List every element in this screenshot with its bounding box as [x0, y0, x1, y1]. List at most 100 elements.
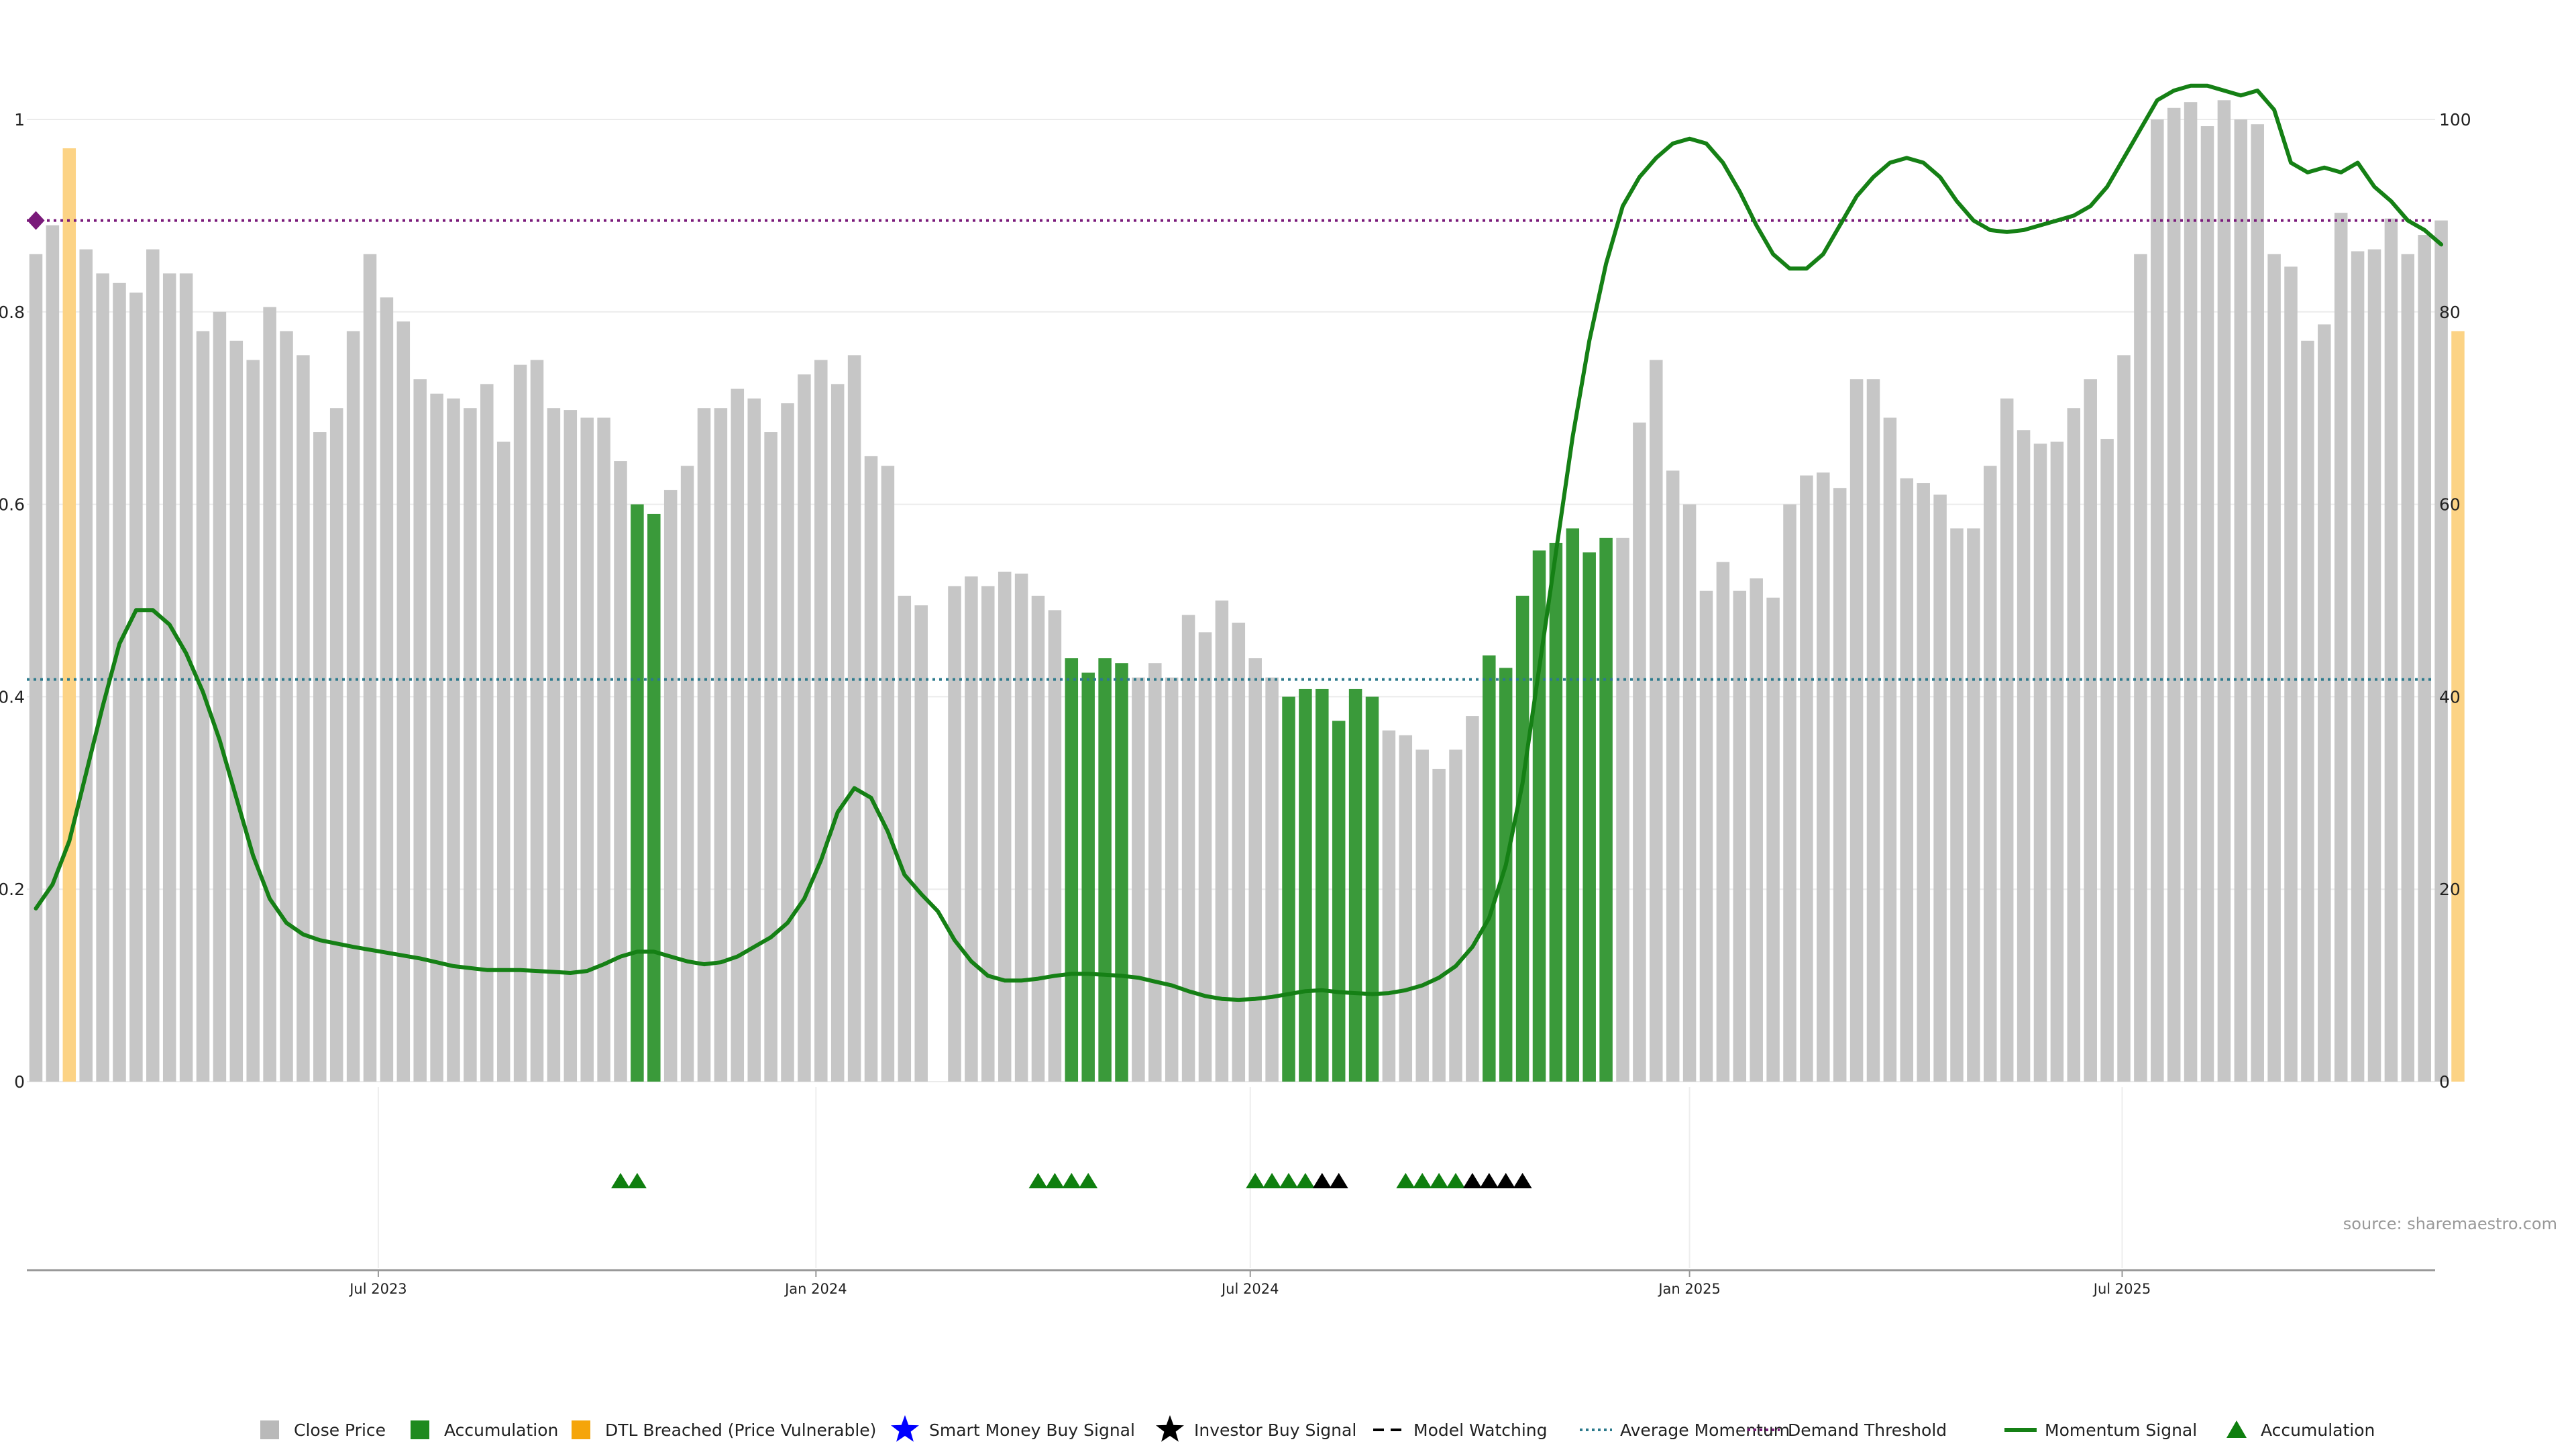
price-bar [1616, 537, 1629, 1082]
price-bar [1282, 696, 1295, 1082]
price-bar [162, 273, 176, 1082]
price-bar [2033, 444, 2047, 1082]
price-bar [1817, 472, 1830, 1082]
price-bar [464, 408, 477, 1082]
reference-lines [27, 211, 2435, 681]
price-bar [2017, 430, 2031, 1082]
y-right-tick-label: 60 [2439, 495, 2461, 515]
price-bar [798, 374, 811, 1082]
price-bar [396, 321, 411, 1082]
price-bar [280, 331, 293, 1082]
demand-threshold-marker [27, 211, 45, 230]
price-bar [1483, 655, 1496, 1082]
legend-item: Smart Money Buy Signal [891, 1415, 1135, 1442]
y-right-tick-label: 20 [2439, 880, 2461, 899]
legend-swatch-square [260, 1420, 279, 1439]
price-bar [2151, 119, 2164, 1082]
price-bar [1014, 573, 1028, 1082]
price-bar [1599, 537, 1613, 1082]
price-bar [764, 432, 777, 1082]
legend-item: Close Price [260, 1420, 386, 1440]
price-bar [998, 571, 1012, 1082]
price-bar [2318, 324, 2331, 1082]
price-bar [1682, 504, 1697, 1082]
price-bar [62, 148, 76, 1082]
price-bar [965, 576, 978, 1082]
legend-label: DTL Breached (Price Vulnerable) [605, 1420, 876, 1440]
accumulation-signal-triangle [1246, 1173, 1265, 1188]
price-bar [1415, 749, 1429, 1082]
price-bar [29, 254, 43, 1082]
price-bar [129, 293, 143, 1082]
price-bar [1666, 470, 1680, 1082]
price-bar [697, 408, 711, 1082]
price-bar [1031, 595, 1045, 1082]
gridlines [27, 119, 2435, 1268]
price-bar [1766, 597, 1780, 1082]
price-bar [948, 586, 961, 1082]
price-bar [2234, 119, 2248, 1082]
price-bar [1065, 658, 1079, 1082]
price-bar [2167, 107, 2181, 1082]
legend-label: Smart Money Buy Signal [929, 1420, 1135, 1440]
price-bar [1232, 622, 1246, 1082]
price-bar [1332, 721, 1346, 1082]
y-left-tick-label: 1 [14, 110, 25, 129]
price-bar [547, 408, 561, 1082]
price-bar [731, 388, 745, 1082]
price-bar [1833, 488, 1847, 1082]
legend-star-icon [1156, 1415, 1184, 1442]
legend-label: Investor Buy Signal [1194, 1420, 1356, 1440]
legend-star-icon [891, 1415, 919, 1442]
price-bar [1515, 595, 1529, 1082]
price-bar [2367, 249, 2381, 1082]
source-label: source: sharemaestro.com [2343, 1214, 2557, 1233]
price-bar [2418, 235, 2431, 1082]
momentum-signal-line [34, 83, 2444, 1002]
legend-label: Demand Threshold [1788, 1420, 1947, 1440]
accumulation-signal-triangle [1263, 1173, 1282, 1188]
legend-triangle-icon [2226, 1420, 2247, 1438]
price-bar [96, 273, 109, 1082]
price-bar [1299, 688, 1312, 1082]
price-bar [1181, 615, 1195, 1082]
legend-item: Momentum Signal [2004, 1420, 2197, 1440]
price-bar [2217, 100, 2231, 1082]
price-bar [1499, 668, 1513, 1082]
y-right-tick-label: 80 [2439, 303, 2461, 322]
price-bar [480, 384, 494, 1082]
price-bar [1466, 716, 1479, 1082]
signal-markers [611, 1173, 1532, 1188]
price-bar [1316, 688, 1329, 1082]
price-bar [2384, 218, 2398, 1082]
price-bar [631, 504, 644, 1082]
accumulation-signal-triangle [1079, 1173, 1098, 1188]
price-bar [1917, 483, 1930, 1082]
price-bar [2134, 254, 2147, 1082]
y-left-tick-label: 0.2 [0, 880, 25, 899]
accumulation-signal-triangle [1045, 1173, 1065, 1188]
accumulation-signal-triangle [1413, 1173, 1432, 1188]
price-bar [196, 331, 210, 1082]
price-bar [430, 393, 443, 1082]
accumulation-signal-triangle [1430, 1173, 1449, 1188]
price-bar [2334, 213, 2348, 1082]
accumulation-signal-triangle [627, 1173, 647, 1188]
price-bar [1215, 601, 1229, 1082]
legend-label: Close Price [294, 1420, 386, 1440]
price-bar [2067, 408, 2081, 1082]
investor-signal-marker [1496, 1173, 1515, 1188]
price-bar [1633, 422, 1646, 1082]
price-bar [2301, 340, 2314, 1082]
price-bar [1967, 528, 1980, 1082]
accumulation-signal-triangle [611, 1173, 630, 1188]
price-bar [1365, 696, 1379, 1082]
price-bar [2100, 439, 2114, 1082]
price-bar [781, 403, 794, 1082]
price-bar [1933, 495, 1947, 1082]
price-bar [830, 384, 845, 1082]
price-bar [79, 249, 93, 1082]
price-bar [2267, 254, 2281, 1082]
accumulation-signal-triangle [1446, 1173, 1465, 1188]
